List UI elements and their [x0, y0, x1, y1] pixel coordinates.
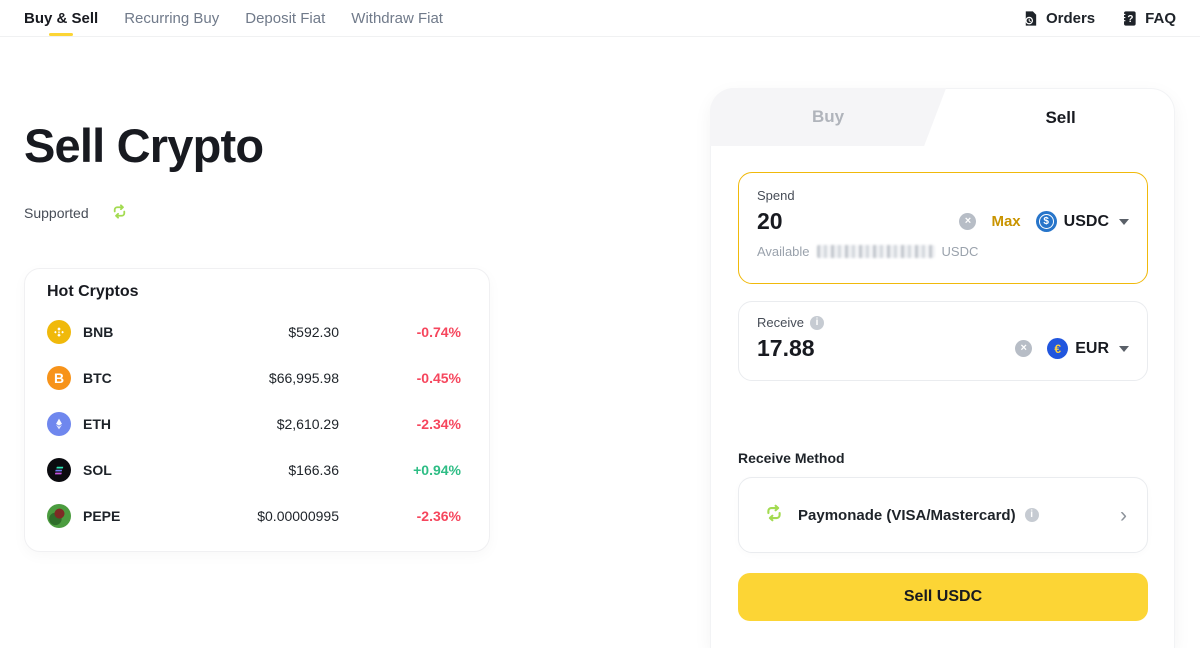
crypto-symbol: SOL — [83, 462, 112, 478]
crypto-price: $66,995.98 — [268, 370, 339, 386]
nav-tab-recurring-buy[interactable]: Recurring Buy — [124, 9, 220, 27]
receive-currency-label: EUR — [1075, 339, 1109, 357]
supported-row: Supported — [24, 203, 128, 223]
usdc-coin-icon: $ — [1035, 211, 1057, 232]
crypto-row-bnb[interactable]: BNB $592.30 -0.74% — [25, 309, 489, 355]
hot-cryptos-title: Hot Cryptos — [47, 283, 139, 300]
available-label: Available — [757, 244, 810, 259]
bnb-icon — [47, 320, 71, 344]
eth-icon — [47, 412, 71, 436]
buy-sell-tabs: Buy Sell — [711, 89, 1174, 146]
btc-icon: B — [47, 366, 71, 390]
crypto-price: $2,610.29 — [276, 416, 339, 432]
receive-method-card[interactable]: Paymonade (VISA/Mastercard) i › — [738, 477, 1148, 553]
top-navigation: Buy & Sell Recurring Buy Deposit Fiat Wi… — [0, 0, 1200, 37]
spend-field: Spend 20 × Max $ USDC Available USDC — [738, 172, 1148, 284]
crypto-row-pepe[interactable]: PEPE $0.00000995 -2.36% — [25, 493, 489, 539]
spend-label: Spend — [757, 188, 795, 203]
receive-input[interactable]: 17.88 — [757, 335, 815, 361]
max-button[interactable]: Max — [991, 213, 1021, 230]
faq-question-icon: ? — [1121, 10, 1138, 27]
tab-buy[interactable]: Buy — [710, 88, 946, 146]
chevron-down-icon — [1119, 345, 1129, 352]
crypto-row-eth[interactable]: ETH $2,610.29 -2.34% — [25, 401, 489, 447]
nav-right-links: Orders ? FAQ — [1022, 10, 1176, 27]
orders-link[interactable]: Orders — [1022, 10, 1095, 27]
receive-clear-icon[interactable]: × — [1015, 340, 1033, 357]
svg-text:?: ? — [1128, 13, 1134, 24]
receive-info-icon[interactable]: i — [809, 315, 824, 330]
faq-link[interactable]: ? FAQ — [1121, 10, 1176, 27]
sol-icon — [47, 458, 71, 482]
orders-label: Orders — [1045, 9, 1096, 27]
method-info-icon[interactable]: i — [1024, 508, 1039, 522]
paymonade-swap-icon — [764, 503, 784, 528]
paymonade-swap-icon — [111, 203, 128, 223]
spend-currency-label: USDC — [1063, 212, 1109, 230]
orders-history-icon — [1022, 10, 1039, 27]
crypto-row-btc[interactable]: B BTC $66,995.98 -0.45% — [25, 355, 489, 401]
crypto-price: $592.30 — [288, 324, 339, 340]
spend-currency-selector[interactable]: $ USDC — [1035, 211, 1129, 232]
nav-tab-buy-sell[interactable]: Buy & Sell — [24, 0, 98, 36]
nav-tab-withdraw-fiat[interactable]: Withdraw Fiat — [351, 9, 443, 27]
crypto-change: -2.34% — [416, 416, 461, 432]
receive-currency-selector[interactable]: € EUR — [1047, 338, 1129, 359]
hot-cryptos-card: Hot Cryptos BNB $592.30 -0.74% B BTC $66… — [24, 268, 490, 552]
receive-field: Receive i 17.88 × € EUR — [738, 301, 1148, 381]
crypto-symbol: ETH — [83, 416, 111, 432]
crypto-change: -0.45% — [416, 370, 461, 386]
crypto-symbol: BTC — [83, 370, 112, 386]
crypto-change: +0.94% — [413, 462, 461, 478]
pepe-icon — [47, 504, 71, 528]
page-title: Sell Crypto — [24, 119, 264, 172]
receive-method-label: Receive Method — [738, 450, 845, 466]
available-amount-redacted — [816, 245, 935, 258]
tab-sell[interactable]: Sell — [1045, 107, 1076, 127]
crypto-symbol: PEPE — [83, 508, 121, 524]
receive-label: Receive — [757, 315, 804, 330]
spend-input[interactable]: 20 — [757, 208, 783, 234]
trade-panel: Buy Sell Spend 20 × Max $ USDC Available… — [710, 88, 1175, 648]
crypto-change: -2.36% — [416, 508, 461, 524]
sell-submit-button[interactable]: Sell USDC — [738, 573, 1148, 621]
available-currency: USDC — [941, 244, 979, 259]
supported-label: Supported — [24, 205, 89, 221]
spend-clear-icon[interactable]: × — [959, 213, 977, 230]
chevron-down-icon — [1119, 218, 1129, 225]
crypto-symbol: BNB — [83, 324, 114, 340]
crypto-price: $166.36 — [288, 462, 339, 478]
crypto-change: -0.74% — [416, 324, 461, 340]
nav-tab-deposit-fiat[interactable]: Deposit Fiat — [245, 9, 326, 27]
crypto-row-sol[interactable]: SOL $166.36 +0.94% — [25, 447, 489, 493]
crypto-price: $0.00000995 — [257, 508, 339, 524]
faq-label: FAQ — [1145, 9, 1176, 27]
eur-coin-icon: € — [1047, 338, 1069, 359]
receive-method-name: Paymonade (VISA/Mastercard) — [798, 506, 1016, 524]
chevron-right-icon: › — [1120, 503, 1127, 527]
available-balance: Available USDC — [757, 244, 1129, 259]
